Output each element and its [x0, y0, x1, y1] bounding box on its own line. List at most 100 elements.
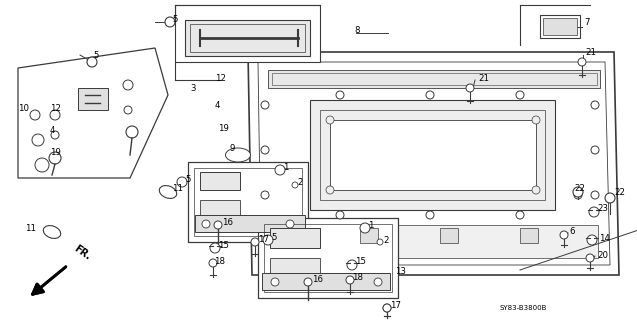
Text: 18: 18: [214, 257, 225, 266]
Text: 9: 9: [230, 143, 236, 153]
Circle shape: [261, 191, 269, 199]
Text: 5: 5: [172, 14, 178, 23]
Circle shape: [347, 260, 357, 270]
Text: 18: 18: [352, 274, 363, 283]
Circle shape: [336, 91, 344, 99]
Circle shape: [336, 211, 344, 219]
Circle shape: [532, 186, 540, 194]
Text: 12: 12: [215, 74, 226, 83]
Text: 2: 2: [383, 236, 389, 244]
Text: 21: 21: [478, 74, 489, 83]
Text: 1: 1: [368, 220, 373, 229]
Circle shape: [214, 221, 222, 229]
Text: 15: 15: [218, 241, 229, 250]
Polygon shape: [440, 228, 458, 243]
Circle shape: [326, 186, 334, 194]
Text: SY83-B3800B: SY83-B3800B: [500, 305, 547, 311]
Polygon shape: [270, 228, 320, 248]
Text: 11: 11: [25, 223, 36, 233]
Text: 6: 6: [569, 227, 575, 236]
Text: 7: 7: [584, 18, 589, 27]
Circle shape: [275, 165, 285, 175]
Text: 22: 22: [614, 188, 625, 196]
Circle shape: [123, 80, 133, 90]
Circle shape: [292, 182, 298, 188]
Polygon shape: [188, 162, 308, 242]
Circle shape: [126, 126, 138, 138]
Text: 5: 5: [271, 233, 276, 242]
Circle shape: [261, 146, 269, 154]
Text: 22: 22: [574, 183, 585, 193]
Circle shape: [573, 187, 583, 197]
Polygon shape: [200, 200, 240, 232]
Polygon shape: [330, 120, 536, 190]
Polygon shape: [360, 228, 378, 243]
Circle shape: [51, 131, 59, 139]
Text: 16: 16: [312, 275, 323, 284]
Circle shape: [271, 278, 279, 286]
Text: 5: 5: [185, 174, 190, 183]
Circle shape: [578, 58, 586, 66]
Circle shape: [32, 134, 44, 146]
Circle shape: [383, 304, 391, 312]
Circle shape: [177, 177, 187, 187]
Circle shape: [209, 259, 217, 267]
Ellipse shape: [43, 226, 61, 238]
Text: 11: 11: [172, 183, 183, 193]
Polygon shape: [280, 228, 298, 243]
Text: 5: 5: [93, 51, 99, 60]
Circle shape: [87, 57, 97, 67]
Text: 3: 3: [190, 84, 196, 92]
Circle shape: [591, 191, 599, 199]
Circle shape: [261, 101, 269, 109]
Polygon shape: [78, 88, 108, 110]
Polygon shape: [540, 15, 580, 38]
Text: 17: 17: [258, 235, 269, 244]
Circle shape: [591, 146, 599, 154]
Circle shape: [574, 191, 582, 199]
Text: 17: 17: [390, 300, 401, 309]
Text: 2: 2: [297, 178, 303, 187]
Polygon shape: [262, 273, 390, 290]
Polygon shape: [310, 100, 555, 210]
Polygon shape: [185, 20, 310, 56]
Text: 12: 12: [50, 103, 61, 113]
Circle shape: [516, 211, 524, 219]
Circle shape: [124, 106, 132, 114]
Text: 4: 4: [50, 125, 55, 134]
Text: 14: 14: [599, 234, 610, 243]
Text: 19: 19: [218, 124, 229, 132]
Text: 20: 20: [597, 251, 608, 260]
Polygon shape: [520, 228, 538, 243]
Circle shape: [202, 220, 210, 228]
Circle shape: [591, 101, 599, 109]
Text: FR.: FR.: [72, 244, 92, 262]
FancyArrowPatch shape: [32, 267, 66, 294]
Circle shape: [605, 193, 615, 203]
Circle shape: [587, 235, 597, 245]
Circle shape: [586, 254, 594, 262]
Ellipse shape: [159, 186, 176, 198]
Ellipse shape: [225, 148, 250, 162]
Circle shape: [560, 231, 568, 239]
Text: 16: 16: [222, 218, 233, 227]
Circle shape: [165, 17, 175, 27]
Circle shape: [516, 91, 524, 99]
Text: 21: 21: [585, 47, 596, 57]
Circle shape: [532, 116, 540, 124]
Circle shape: [30, 110, 40, 120]
Circle shape: [210, 243, 220, 253]
Text: 13: 13: [395, 268, 406, 276]
Text: 8: 8: [354, 26, 359, 35]
Circle shape: [426, 211, 434, 219]
Circle shape: [251, 238, 259, 246]
Circle shape: [326, 116, 334, 124]
Circle shape: [383, 304, 391, 312]
Polygon shape: [200, 172, 240, 190]
Text: 1: 1: [283, 163, 289, 172]
Circle shape: [346, 276, 354, 284]
Circle shape: [377, 239, 383, 245]
Circle shape: [426, 91, 434, 99]
Text: 23: 23: [597, 204, 608, 212]
Text: 4: 4: [215, 100, 220, 109]
